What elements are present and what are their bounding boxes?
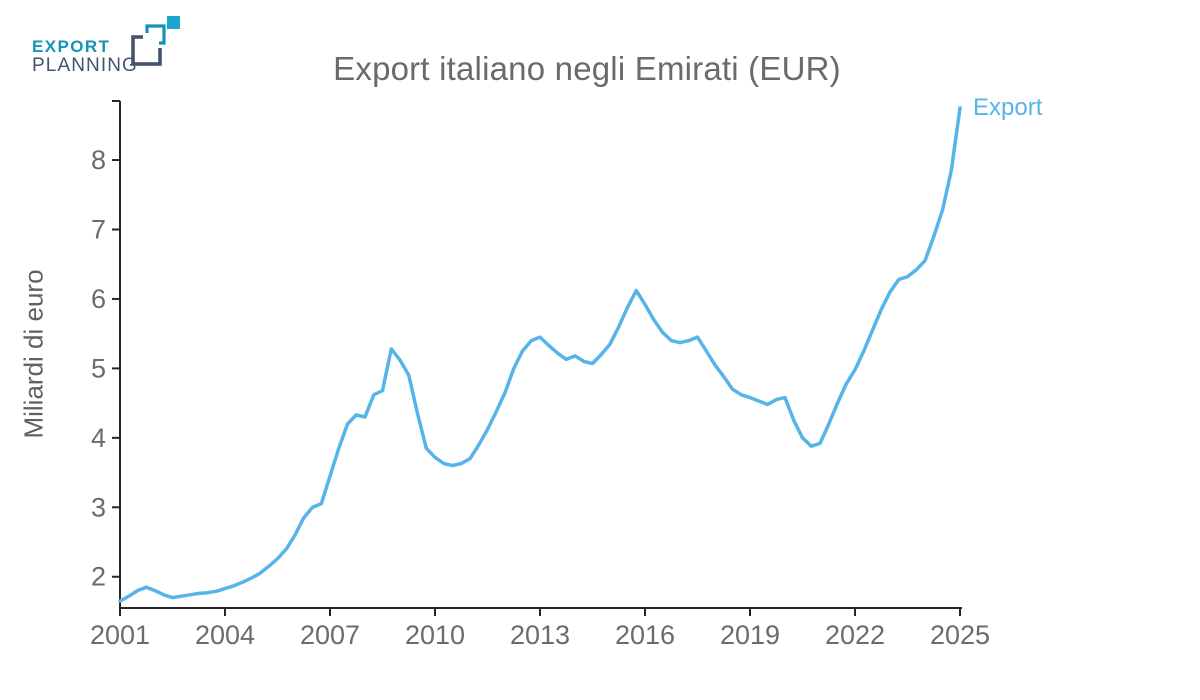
x-tick-label: 2007 [300,620,360,650]
exportplanning-logo: EXPORT PLANNING [32,16,180,76]
legend-label: Export [973,94,1043,121]
logo-squares-icon [131,16,180,66]
x-tick-label: 2025 [930,620,990,650]
logo-text-planning: PLANNING [32,55,138,76]
x-tick-label: 2004 [195,620,255,650]
x-tick-label: 2022 [825,620,885,650]
x-tick-label: 2010 [405,620,465,650]
y-tick-label: 3 [91,492,106,522]
chart-title: Export italiano negli Emirati (EUR) [333,50,841,87]
export-line [118,106,962,603]
x-tick-label: 2016 [615,620,675,650]
x-tick-label: 2019 [720,620,780,650]
x-tick-label: 2013 [510,620,570,650]
y-tick-label: 2 [91,562,106,592]
y-tick-label: 6 [91,284,106,314]
y-tick-label: 7 [91,214,106,244]
y-tick-label: 5 [91,353,106,383]
x-tick-label: 2001 [90,620,150,650]
logo-text-export: EXPORT [32,37,110,56]
y-tick-label: 4 [91,423,106,453]
y-tick-label: 8 [91,145,106,175]
